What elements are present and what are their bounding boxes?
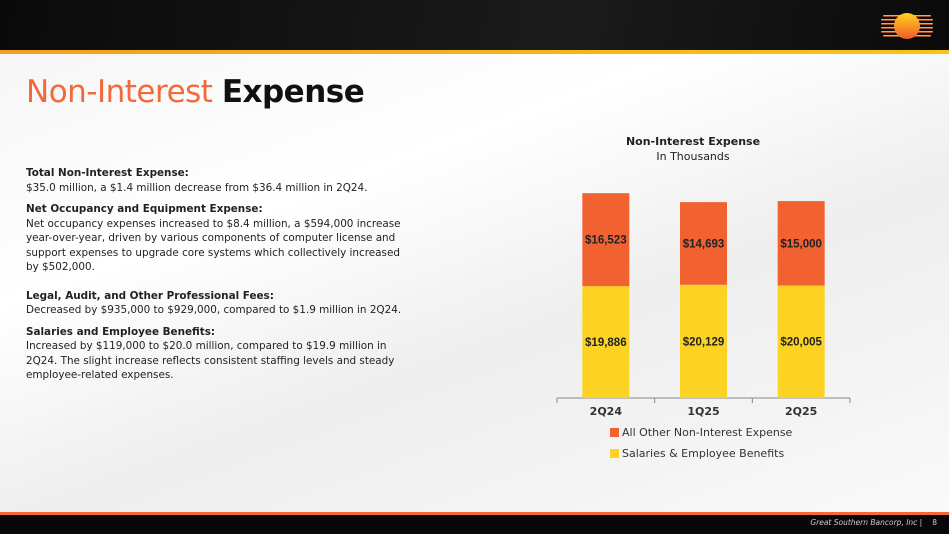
section-total: Total Non-Interest Expense: $35.0 million… — [26, 167, 368, 194]
bar-other-2Q25 — [777, 201, 825, 286]
legend-swatch-other — [610, 427, 619, 437]
section-legal: Legal, Audit, and Other Professional Fee… — [26, 289, 402, 317]
header-bar — [0, 0, 949, 50]
header-accent-line — [0, 50, 949, 54]
page-number: 8 — [932, 518, 937, 527]
bar-salaries-1Q25 — [680, 284, 727, 398]
bar-salaries-2Q25 — [777, 285, 825, 398]
data-label: $20,129 — [683, 336, 725, 348]
company-logo-icon — [881, 13, 933, 39]
footer-accent-line — [0, 512, 949, 515]
commentary: Total Non-Interest Expense: $35.0 million… — [26, 166, 406, 390]
data-label: $19,886 — [585, 337, 627, 349]
legend-item-other: All Other Non-Interest Expense — [610, 425, 792, 439]
bar-other-2Q24 — [582, 193, 630, 287]
page-title: Non-Interest Expense — [26, 74, 365, 110]
section-salaries: Salaries and Employee Benefits: Increased… — [26, 325, 395, 382]
data-label: $15,000 — [780, 238, 822, 250]
data-label: $16,523 — [585, 235, 627, 247]
chart-legend: All Other Non-Interest Expense Salaries … — [610, 425, 792, 467]
bar-other-1Q25 — [680, 202, 727, 285]
x-tick-label: 1Q25 — [687, 405, 719, 418]
data-label: $20,005 — [780, 337, 822, 349]
section-occupancy: Net Occupancy and Equipment Expense: Net … — [26, 203, 401, 273]
chart-title: Non-Interest Expense In Thousands — [625, 135, 761, 163]
legend-swatch-salaries — [610, 448, 619, 458]
x-tick-label: 2Q25 — [785, 405, 817, 418]
legend-item-salaries: Salaries & Employee Benefits — [610, 446, 792, 460]
footer-bar — [0, 515, 949, 534]
bar-salaries-2Q24 — [582, 286, 630, 398]
x-tick-label: 2Q24 — [590, 405, 623, 418]
footer-text: Great Southern Bancorp, Inc | 8 — [810, 518, 937, 527]
data-label: $14,693 — [683, 238, 725, 250]
